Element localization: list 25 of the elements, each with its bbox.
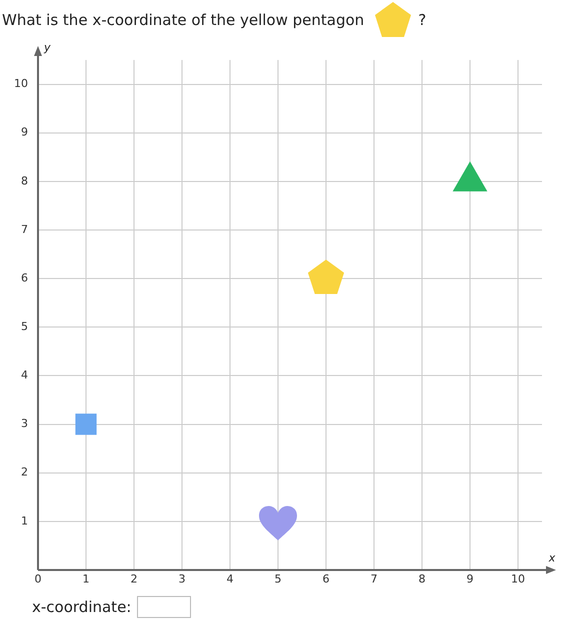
x-tick-label: 1 bbox=[82, 572, 90, 586]
x-tick-label: 6 bbox=[322, 572, 330, 586]
x-axis-title: x bbox=[548, 551, 556, 564]
x-tick-label: 10 bbox=[511, 572, 525, 586]
x-tick-label: 4 bbox=[226, 572, 234, 586]
y-tick-label: 3 bbox=[20, 417, 28, 430]
y-tick-label: 4 bbox=[20, 368, 28, 382]
y-tick-label: 7 bbox=[20, 222, 28, 236]
y-tick-label: 9 bbox=[20, 126, 28, 139]
x-tick-label: 7 bbox=[370, 572, 378, 586]
y-tick-label: 5 bbox=[20, 320, 28, 333]
y-tick-label: 10 bbox=[14, 77, 28, 90]
x-tick-label: 8 bbox=[418, 572, 426, 586]
y-tick-label: 1 bbox=[20, 514, 28, 528]
y-tick-label: 6 bbox=[20, 271, 28, 284]
chart-title: What is the x-coordinate of the yellow pentagon ? bbox=[2, 11, 426, 29]
y-axis-title: y bbox=[42, 40, 51, 54]
y-tick-label: 8 bbox=[20, 174, 28, 188]
x-tick-label: 9 bbox=[466, 572, 474, 586]
y-tick-label: 2 bbox=[20, 466, 28, 479]
x-tick-label: 5 bbox=[274, 572, 282, 586]
text: x-coordinate: bbox=[32, 598, 132, 616]
x-tick-label: 0 bbox=[34, 572, 42, 586]
x-tick-label: 3 bbox=[178, 572, 186, 586]
x-tick-label: 2 bbox=[130, 572, 138, 586]
